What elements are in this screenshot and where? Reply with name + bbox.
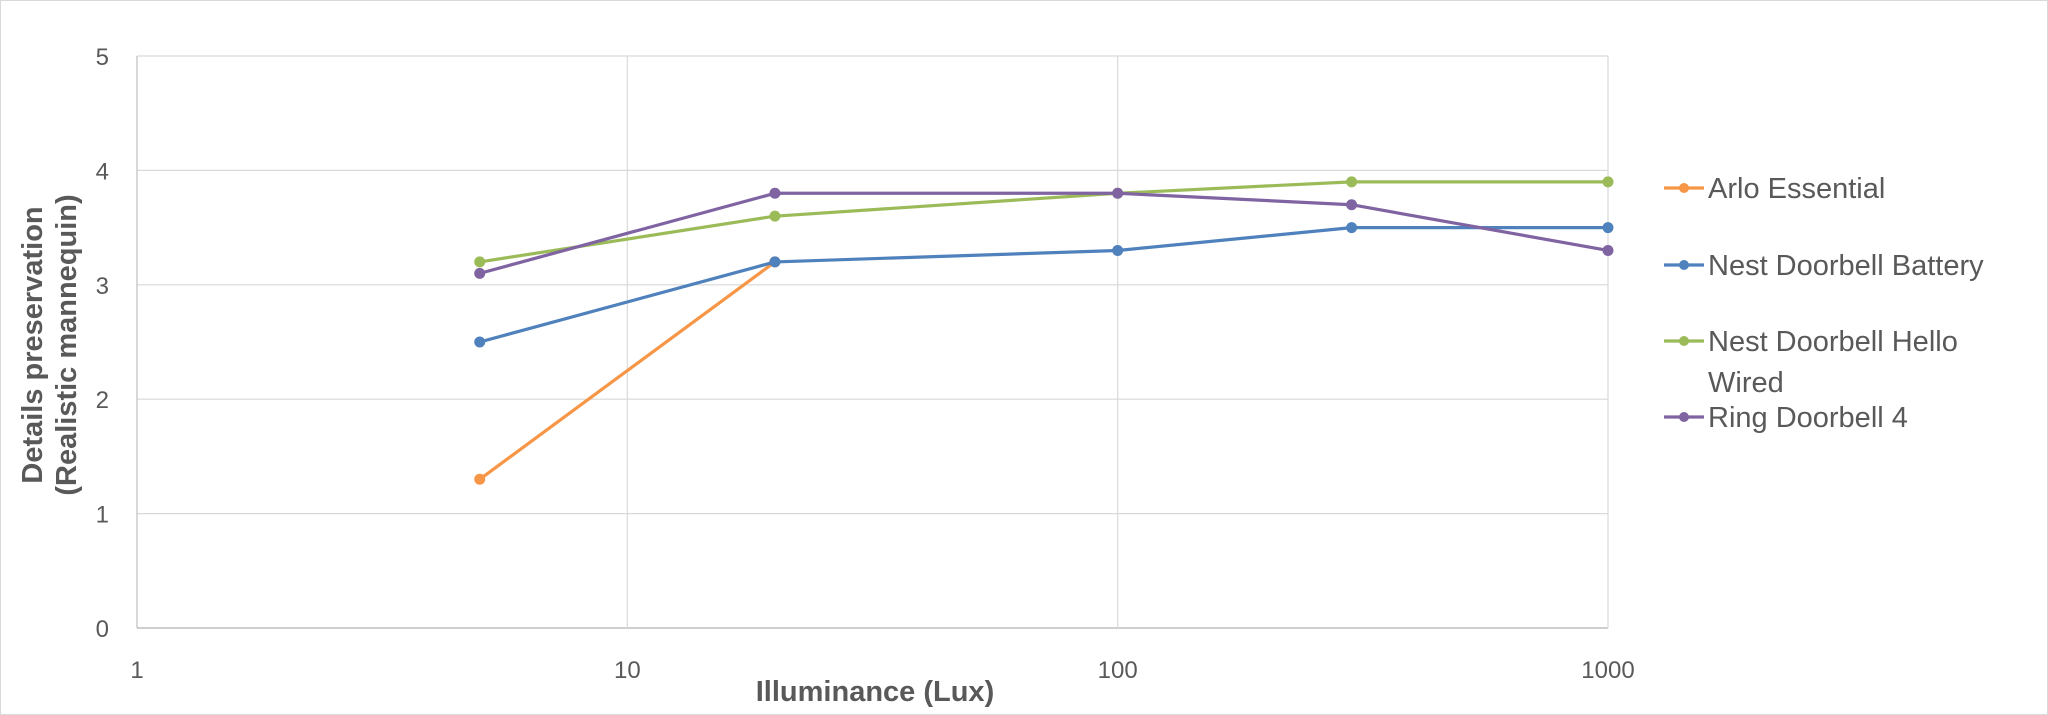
data-point-marker xyxy=(474,256,486,268)
data-point-marker xyxy=(474,336,486,348)
legend-marker-icon xyxy=(1679,260,1689,270)
series-line xyxy=(478,260,776,481)
data-point-marker xyxy=(1112,187,1124,199)
data-point-marker xyxy=(1112,244,1124,256)
y-axis-title-line-2: (Realistic mannequin) xyxy=(51,194,83,495)
data-point-marker xyxy=(1602,244,1614,256)
legend-item: Nest Doorbell Battery xyxy=(1664,250,1984,282)
legend-label: Nest Doorbell Hello xyxy=(1708,326,1958,358)
legend-label: Ring Doorbell 4 xyxy=(1708,402,1908,434)
x-tick-label: 100 xyxy=(1098,657,1138,684)
data-point-marker xyxy=(474,473,486,485)
series-line xyxy=(479,191,1609,275)
y-tick-label: 2 xyxy=(96,387,109,414)
legend-marker-icon xyxy=(1679,183,1689,193)
data-point-marker xyxy=(1346,222,1358,234)
x-tick-label: 1000 xyxy=(1581,657,1634,684)
legend-item: Arlo Essential xyxy=(1664,173,1885,205)
y-tick-label: 3 xyxy=(96,273,109,300)
legend-marker-icon xyxy=(1679,412,1689,422)
legend: Arlo Essential Nest Doorbell Battery Nest … xyxy=(1664,173,1984,434)
series-lines xyxy=(474,176,1614,485)
x-tick-label: 1 xyxy=(130,657,143,684)
y-tick-label: 4 xyxy=(96,158,109,185)
y-axis-title: Details preservation (Realistic mannequi… xyxy=(17,194,83,495)
series-ring-doorbell-4 xyxy=(474,187,1614,279)
data-point-marker xyxy=(769,210,781,222)
data-point-marker xyxy=(1602,176,1614,188)
data-point-marker xyxy=(769,187,781,199)
data-point-marker xyxy=(769,256,781,268)
legend-label: Arlo Essential xyxy=(1708,173,1885,205)
legend-item: Ring Doorbell 4 xyxy=(1664,402,1908,434)
y-tick-label: 0 xyxy=(96,616,109,643)
y-tick-label: 5 xyxy=(96,44,109,71)
series-nest-doorbell-battery xyxy=(474,222,1614,348)
legend-item: Nest Doorbell Hello Wired xyxy=(1664,326,1958,399)
legend-label: Nest Doorbell Battery xyxy=(1708,250,1984,282)
y-tick-label: 1 xyxy=(96,502,109,529)
legend-marker-icon xyxy=(1679,336,1689,346)
data-point-marker xyxy=(1346,199,1358,211)
legend-label: Wired xyxy=(1708,367,1784,399)
gridlines xyxy=(136,55,1609,629)
x-axis-title: Illuminance (Lux) xyxy=(756,676,994,708)
y-axis-title-line-1: Details preservation xyxy=(17,206,49,483)
data-point-marker xyxy=(1602,222,1614,234)
data-point-marker xyxy=(474,267,486,279)
x-tick-label: 10 xyxy=(614,657,641,684)
data-point-marker xyxy=(1346,176,1358,188)
